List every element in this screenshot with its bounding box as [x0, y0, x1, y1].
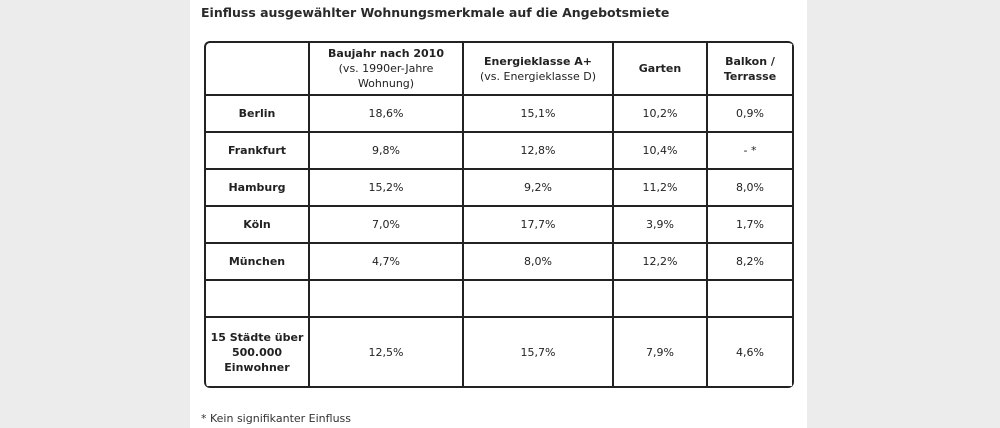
cell-baujahr: 4,7% — [310, 244, 464, 281]
header-label: Baujahr nach 2010 — [328, 47, 444, 60]
cell-baujahr — [310, 281, 464, 318]
row-city: 15 Städte über 500.000 Einwohner — [206, 318, 310, 388]
cell-energieklasse: 15,1% — [464, 96, 614, 133]
table-title: Einfluss ausgewählter Wohnungsmerkmale a… — [201, 5, 670, 20]
cell-baujahr: 9,8% — [310, 133, 464, 170]
rent-influence-table: Baujahr nach 2010 (vs. 1990er-Jahre Wohn… — [204, 41, 794, 388]
cell-energieklasse: 17,7% — [464, 207, 614, 244]
cell-baujahr: 12,5% — [310, 318, 464, 388]
cell-balkon — [708, 281, 794, 318]
cell-energieklasse: 12,8% — [464, 133, 614, 170]
header-label: Energieklasse A+ — [484, 54, 592, 68]
cell-balkon: 0,9% — [708, 96, 794, 133]
cell-garten: 10,2% — [614, 96, 708, 133]
header-row: Baujahr nach 2010 (vs. 1990er-Jahre Wohn… — [206, 43, 794, 96]
cell-baujahr: 18,6% — [310, 96, 464, 133]
cell-energieklasse — [464, 281, 614, 318]
row-city — [206, 281, 310, 318]
header-cell-balkon: Balkon / Terrasse — [708, 43, 794, 96]
table-row: Köln 7,0% 17,7% 3,9% 1,7% — [206, 207, 794, 244]
cell-energieklasse: 9,2% — [464, 170, 614, 207]
header-cell-baujahr: Baujahr nach 2010 (vs. 1990er-Jahre Wohn… — [310, 43, 464, 96]
header-label: Balkon / Terrasse — [723, 54, 777, 83]
footnote: * Kein signifikanter Einfluss — [201, 412, 352, 425]
cell-balkon: 8,2% — [708, 244, 794, 281]
header-cell-empty — [206, 43, 310, 96]
row-city: Hamburg — [206, 170, 310, 207]
table-row: Frankfurt 9,8% 12,8% 10,4% - * — [206, 133, 794, 170]
table-row: Hamburg 15,2% 9,2% 11,2% 8,0% — [206, 170, 794, 207]
cell-balkon: 4,6% — [708, 318, 794, 388]
table-row: München 4,7% 8,0% 12,2% 8,2% — [206, 244, 794, 281]
table-row: Berlin 18,6% 15,1% 10,2% 0,9% — [206, 96, 794, 133]
table-row-empty — [206, 281, 794, 318]
cell-garten: 10,4% — [614, 133, 708, 170]
content-card: Einfluss ausgewählter Wohnungsmerkmale a… — [190, 0, 807, 428]
header-sublabel: (vs. 1990er-Jahre Wohnung) — [338, 62, 434, 90]
cell-baujahr: 7,0% — [310, 207, 464, 244]
row-city: Frankfurt — [206, 133, 310, 170]
row-city: München — [206, 244, 310, 281]
cell-energieklasse: 8,0% — [464, 244, 614, 281]
cell-garten: 3,9% — [614, 207, 708, 244]
header-cell-garten: Garten — [614, 43, 708, 96]
cell-garten: 12,2% — [614, 244, 708, 281]
row-city: Berlin — [206, 96, 310, 133]
cell-garten: 11,2% — [614, 170, 708, 207]
cell-balkon: - * — [708, 133, 794, 170]
header-cell-energieklasse: Energieklasse A+ (vs. Energieklasse D) — [464, 43, 614, 96]
cell-balkon: 1,7% — [708, 207, 794, 244]
row-city: Köln — [206, 207, 310, 244]
cell-garten — [614, 281, 708, 318]
header-sublabel: (vs. Energieklasse D) — [479, 69, 596, 83]
table-row-total: 15 Städte über 500.000 Einwohner 12,5% 1… — [206, 318, 794, 388]
cell-baujahr: 15,2% — [310, 170, 464, 207]
cell-energieklasse: 15,7% — [464, 318, 614, 388]
cell-balkon: 8,0% — [708, 170, 794, 207]
cell-garten: 7,9% — [614, 318, 708, 388]
header-label: Garten — [638, 62, 682, 75]
